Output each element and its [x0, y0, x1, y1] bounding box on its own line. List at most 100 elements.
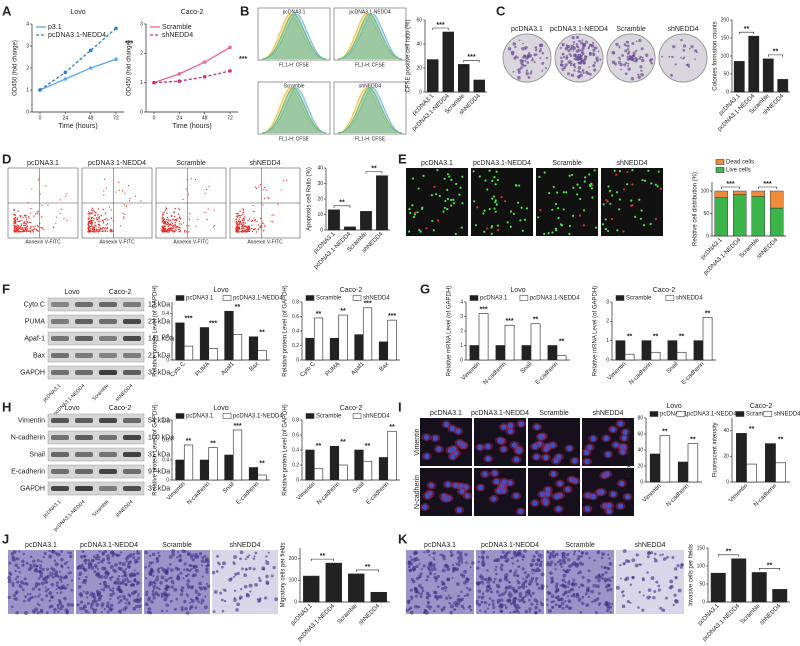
event	[214, 209, 215, 210]
event	[103, 195, 104, 196]
cell	[11, 582, 14, 585]
series-line	[40, 59, 116, 90]
cell	[466, 593, 469, 596]
colony	[627, 48, 630, 51]
cell	[425, 579, 428, 582]
cell	[594, 169, 596, 171]
cell	[201, 559, 205, 563]
legend-swatch	[666, 296, 674, 301]
event	[204, 212, 205, 213]
legend-swatch	[176, 414, 184, 419]
colony	[512, 51, 514, 53]
cell	[8, 562, 11, 565]
cell	[541, 587, 544, 590]
cell	[457, 563, 460, 566]
cell	[519, 552, 521, 554]
bar	[339, 315, 348, 360]
image-label: Scramble	[616, 26, 646, 33]
cell	[572, 187, 574, 189]
x-tick-label: 48	[202, 115, 208, 121]
cell	[114, 563, 118, 567]
cell	[412, 567, 416, 571]
cell	[516, 560, 519, 563]
legend-label: shNEDD4	[363, 296, 390, 302]
event	[238, 226, 239, 227]
cell	[433, 591, 436, 594]
cell	[568, 599, 572, 603]
event	[98, 208, 99, 209]
cell	[184, 562, 187, 565]
band	[75, 486, 93, 491]
image-label: shNEDD4	[616, 160, 647, 167]
band	[51, 469, 69, 474]
cell	[486, 569, 489, 572]
event	[14, 222, 15, 223]
event	[107, 231, 108, 232]
y-axis-label: Relative mRNA Level (of GAPDH)	[447, 286, 453, 376]
micrograph: shNEDD4	[616, 542, 684, 614]
micrograph: Scramble	[546, 542, 614, 614]
cell	[79, 572, 83, 576]
cell	[519, 599, 522, 602]
colony	[542, 52, 544, 54]
cell	[433, 558, 435, 560]
colony	[566, 45, 569, 48]
cell	[200, 587, 204, 591]
event	[30, 231, 31, 232]
cell	[191, 599, 195, 603]
cell	[81, 566, 85, 570]
event	[242, 220, 243, 221]
colony	[581, 47, 584, 50]
cell	[567, 595, 569, 597]
cell	[535, 551, 538, 554]
bar	[736, 433, 746, 482]
event	[167, 231, 168, 232]
protein-label: E-cadherin	[11, 468, 45, 475]
cell	[100, 575, 104, 579]
event	[91, 210, 92, 211]
cell	[554, 563, 557, 566]
nucleus	[553, 458, 558, 463]
cell	[459, 554, 463, 558]
cell	[246, 593, 249, 596]
event	[239, 231, 240, 232]
y-tick-label: 20	[317, 196, 323, 202]
cell	[581, 602, 584, 605]
event	[167, 217, 168, 218]
cell	[660, 188, 662, 190]
colony	[565, 57, 568, 60]
x-tick-label: N-cadherin	[666, 483, 691, 508]
cell	[420, 572, 423, 575]
cell	[638, 199, 640, 201]
event	[88, 230, 89, 231]
nucleus	[516, 448, 521, 453]
cell	[616, 229, 618, 231]
lane-label: pcDNA3.1	[42, 499, 63, 520]
cell	[519, 219, 521, 221]
cell	[547, 561, 550, 564]
event	[87, 228, 88, 229]
cell	[536, 603, 538, 605]
cell	[444, 564, 448, 568]
nucleus	[518, 509, 523, 514]
colony	[560, 57, 562, 59]
nucleus	[514, 457, 519, 462]
point	[178, 72, 182, 76]
significance: ***	[436, 22, 444, 29]
cell	[607, 230, 609, 232]
band	[123, 336, 141, 341]
colony	[615, 43, 618, 46]
cell	[642, 179, 644, 181]
colony	[541, 70, 543, 72]
cell	[650, 223, 652, 225]
cell	[118, 575, 120, 577]
y-tick-label: 150	[721, 35, 730, 41]
band	[51, 435, 69, 440]
event	[181, 223, 182, 224]
colony	[577, 75, 580, 78]
event	[237, 229, 238, 230]
event	[239, 211, 240, 212]
protein-label: Apaf-1	[24, 335, 45, 342]
cell	[159, 581, 163, 585]
